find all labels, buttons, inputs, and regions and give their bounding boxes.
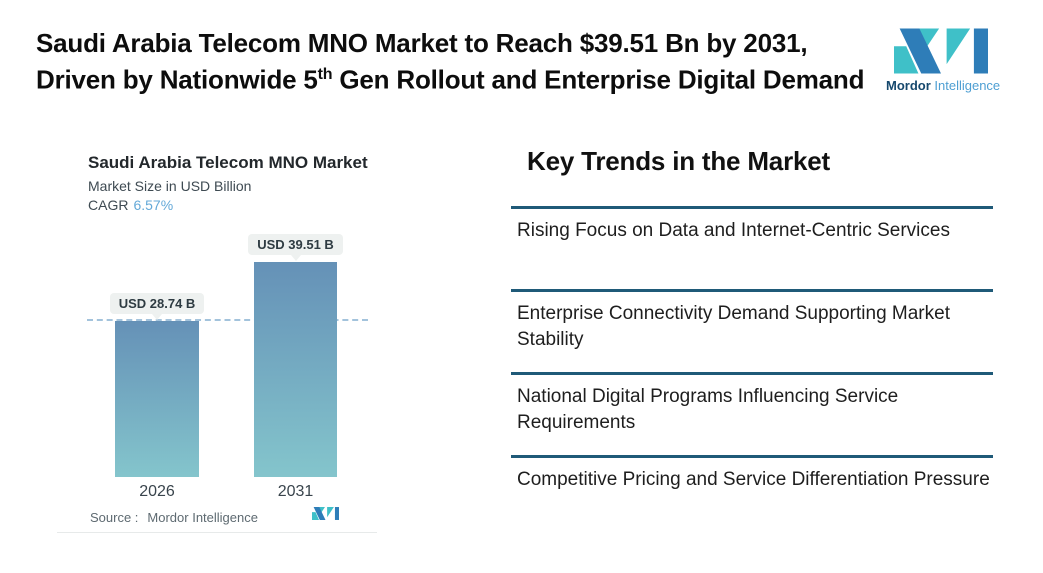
key-trends-panel: Key Trends in the Market Rising Focus on… bbox=[511, 140, 993, 538]
reference-dashed-line bbox=[87, 319, 368, 321]
bar-chart-plot-area: USD 28.74 B USD 39.51 B bbox=[57, 140, 377, 477]
bar-group-2026: USD 28.74 B bbox=[109, 293, 205, 477]
superscript-th: th bbox=[317, 66, 333, 83]
brand-wordmark: Mordor Intelligence bbox=[886, 78, 1001, 93]
x-axis-label-2026: 2026 bbox=[139, 483, 175, 500]
trend-item: Competitive Pricing and Service Differen… bbox=[511, 455, 993, 538]
chart-title: Saudi Arabia Telecom MNO Market bbox=[88, 153, 368, 172]
cagr-value: 6.57% bbox=[133, 197, 174, 213]
chart-cagr: CAGR 6.57% bbox=[88, 197, 173, 213]
page-title-line1: Saudi Arabia Telecom MNO Market to Reach… bbox=[36, 28, 808, 58]
chart-source: Source : Mordor Intelligence bbox=[90, 510, 258, 525]
value-label-pointer-icon bbox=[290, 255, 301, 261]
x-axis-labels: 2026 2031 bbox=[57, 483, 377, 503]
market-chart-card: Saudi Arabia Telecom MNO Market Market S… bbox=[57, 140, 377, 540]
value-label-2026: USD 28.74 B bbox=[109, 293, 205, 314]
mordor-intelligence-mini-logo-icon bbox=[312, 507, 339, 520]
source-value: Mordor Intelligence bbox=[147, 510, 258, 525]
trend-item: Enterprise Connectivity Demand Supportin… bbox=[511, 289, 993, 372]
trend-item: National Digital Programs Influencing Se… bbox=[511, 372, 993, 455]
x-axis-label-2031: 2031 bbox=[277, 483, 314, 500]
page-title-line2: Driven by Nationwide 5th Gen Rollout and… bbox=[36, 64, 865, 95]
brand-logo: Mordor Intelligence bbox=[886, 28, 1001, 93]
value-label-pointer-icon bbox=[152, 314, 162, 320]
card-divider bbox=[57, 532, 377, 533]
page-title: Saudi Arabia Telecom MNO Market to Reach… bbox=[36, 28, 864, 96]
key-trends-heading: Key Trends in the Market bbox=[527, 146, 830, 176]
bar-2026 bbox=[115, 321, 199, 477]
bar-group-2031: USD 39.51 B bbox=[248, 234, 343, 477]
mordor-intelligence-logo-icon bbox=[894, 28, 988, 74]
trend-item: Rising Focus on Data and Internet-Centri… bbox=[511, 206, 993, 289]
source-label: Source : bbox=[90, 510, 139, 525]
value-label-2031: USD 39.51 B bbox=[248, 234, 343, 255]
bar-2031 bbox=[254, 262, 337, 477]
cagr-label: CAGR bbox=[88, 197, 129, 213]
trend-list: Rising Focus on Data and Internet-Centri… bbox=[511, 206, 993, 538]
chart-subtitle: Market Size in USD Billion bbox=[88, 178, 252, 194]
